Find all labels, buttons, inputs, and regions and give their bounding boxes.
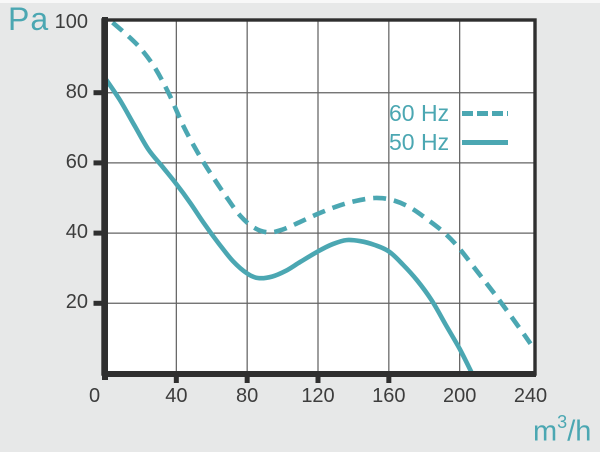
curve-60-hz <box>111 20 533 346</box>
legend-label-60hz: 60 Hz <box>389 100 450 126</box>
legend-entry-50hz: 50 Hz <box>389 128 508 157</box>
x-tick-label-40: 40 <box>165 385 188 407</box>
x-axis-unit-label: m3/h <box>533 412 592 449</box>
curve-50-hz <box>103 77 475 374</box>
legend-dashed-line-sample <box>462 111 508 116</box>
x-unit-denominator: /h <box>567 415 592 448</box>
y-tick-label-20: 20 <box>65 291 88 314</box>
y-tick-label-40: 40 <box>65 221 88 244</box>
x-tick-label-120: 120 <box>301 385 335 407</box>
y-tick-label-60: 60 <box>65 150 88 173</box>
chart-legend: 60 Hz 50 Hz <box>389 99 508 157</box>
y-tick-label-100: 100 <box>54 10 88 33</box>
x-tick-label-200: 200 <box>442 385 477 407</box>
x-tick-label-240: 240 <box>513 385 548 407</box>
x-tick-label-80: 80 <box>236 385 259 407</box>
y-tick-label-80: 80 <box>65 80 88 103</box>
top-edge-strip <box>0 0 600 3</box>
legend-solid-line-sample <box>462 140 508 145</box>
plot-area <box>103 20 535 374</box>
x-unit-base: m <box>533 415 558 448</box>
legend-label-50hz: 50 Hz <box>389 129 450 155</box>
x-tick-label-0: 0 <box>88 385 101 407</box>
legend-entry-60hz: 60 Hz <box>389 99 508 128</box>
x-unit-exponent: 3 <box>557 412 568 432</box>
x-tick-label-160: 160 <box>372 385 406 407</box>
y-axis-unit-label: Pa <box>8 1 50 37</box>
